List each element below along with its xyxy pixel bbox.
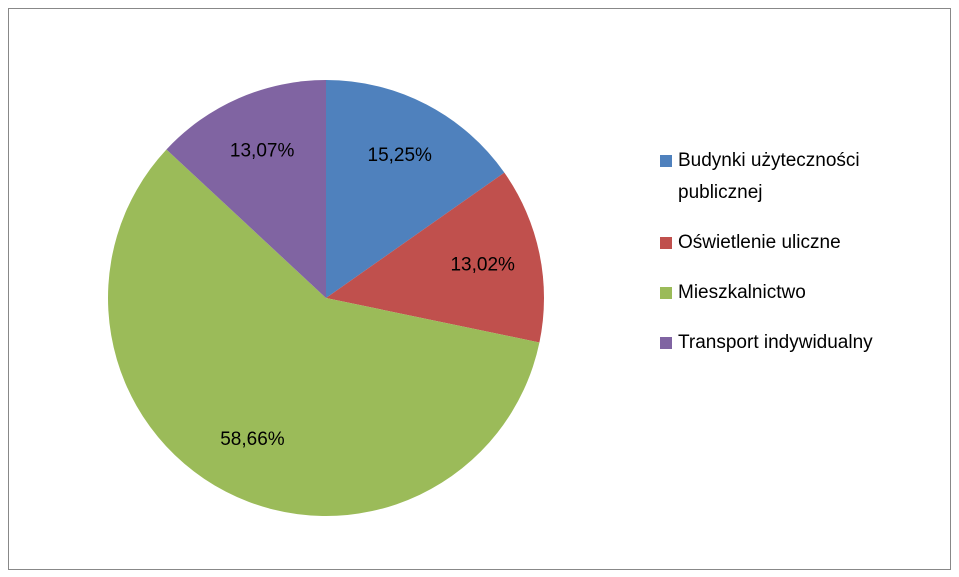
legend-item: Budynki użyteczności publicznej bbox=[660, 145, 930, 209]
legend-item: Transport indywidualny bbox=[660, 327, 930, 359]
data-label: 15,25% bbox=[368, 145, 433, 166]
pie-slice bbox=[326, 172, 544, 343]
legend-swatch bbox=[660, 337, 672, 349]
legend-item: Mieszkalnictwo bbox=[660, 277, 930, 309]
pie-slice bbox=[326, 80, 505, 298]
legend-swatch bbox=[660, 155, 672, 167]
legend-label: Oświetlenie uliczne bbox=[678, 232, 841, 253]
pie-slice bbox=[107, 149, 540, 516]
data-label: 13,07% bbox=[230, 140, 295, 161]
legend-label: Mieszkalnictwo bbox=[678, 282, 806, 303]
data-label: 13,02% bbox=[450, 255, 515, 276]
legend-swatch bbox=[660, 287, 672, 299]
legend-label: Transport indywidualny bbox=[678, 332, 873, 353]
legend-swatch bbox=[660, 237, 672, 249]
pie-slice bbox=[166, 80, 326, 298]
legend-label: Budynki użyteczności publicznej bbox=[678, 150, 860, 203]
legend: Budynki użyteczności publicznej Oświetlen… bbox=[660, 145, 930, 377]
legend-item: Oświetlenie uliczne bbox=[660, 227, 930, 259]
data-label: 58,66% bbox=[220, 429, 285, 450]
